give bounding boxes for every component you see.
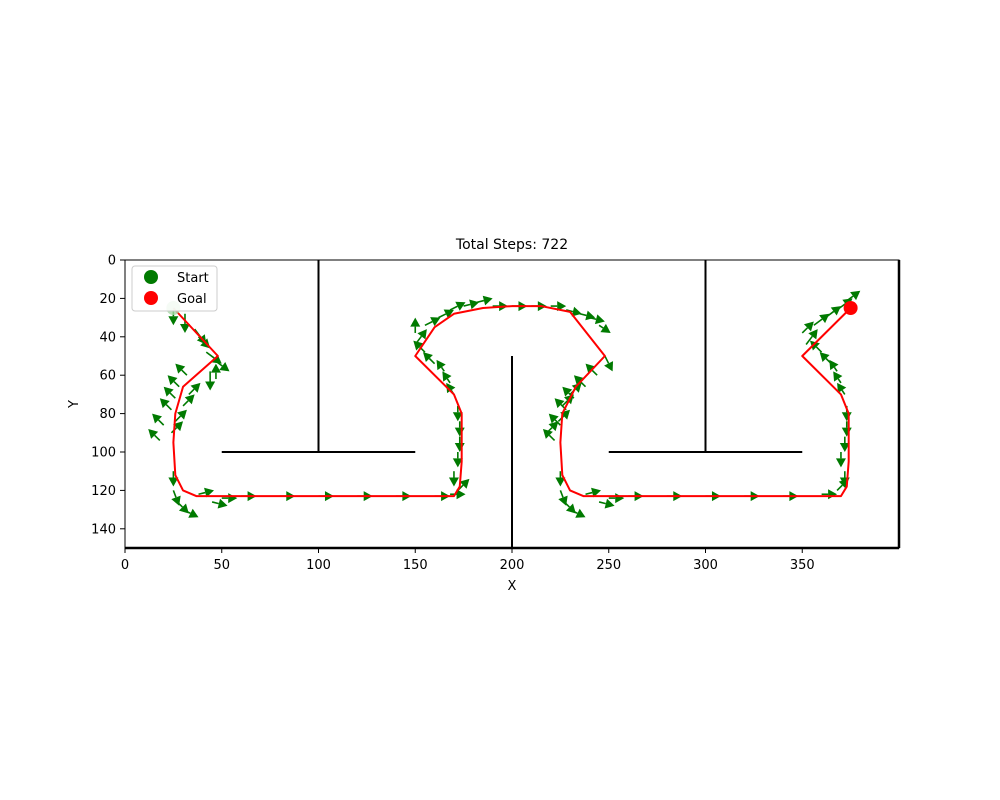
legend-goal-label: Goal	[177, 292, 207, 307]
arrow-48	[463, 299, 480, 310]
arrow-13	[148, 428, 161, 442]
arrow-47	[449, 301, 466, 311]
x-tick-label-1: 50	[213, 558, 230, 573]
arrow-43	[414, 329, 427, 345]
arrow-8	[175, 363, 188, 376]
arrow-9	[167, 375, 180, 388]
arrow-94	[801, 321, 814, 334]
x-tick-label-7: 350	[790, 558, 815, 573]
arrow-45	[424, 317, 441, 327]
arrow-18	[168, 471, 179, 487]
arrow-37	[452, 405, 463, 422]
x-tick-label-0: 0	[121, 558, 129, 573]
arrow-11	[159, 398, 173, 411]
x-tick-label-3: 150	[403, 558, 428, 573]
arrow-89	[833, 371, 843, 384]
arrow-98	[844, 290, 861, 303]
x-axis-ticks: 0 50 100 150 200 250 300 350	[121, 548, 815, 573]
arrow-6	[210, 363, 221, 380]
x-tick-label-2: 100	[306, 558, 331, 573]
arrow-1	[179, 313, 190, 333]
legend-start-marker	[144, 270, 158, 284]
y-tick-label-5: 100	[91, 446, 116, 461]
arrow-5	[205, 371, 216, 391]
arrow-88	[837, 382, 847, 395]
legend-start-label: Start	[177, 271, 209, 286]
arrow-2	[205, 351, 222, 364]
legend-goal-marker	[144, 291, 158, 305]
path-line	[172, 305, 852, 498]
arrow-34	[452, 452, 463, 468]
arrow-49	[476, 295, 493, 306]
maze-walls	[221, 260, 803, 548]
arrow-93	[805, 329, 818, 345]
y-tick-label-0: 0	[108, 254, 116, 269]
y-tick-label-4: 80	[99, 407, 116, 422]
x-tick-label-5: 250	[596, 558, 621, 573]
arrow-73	[585, 487, 602, 498]
arrow-39	[442, 371, 452, 384]
arrow-10	[163, 386, 176, 399]
arrow-65	[546, 421, 559, 434]
arrow-46	[438, 309, 454, 319]
arrow-56	[589, 314, 605, 325]
arrow-41	[422, 352, 436, 365]
arrow-15	[174, 409, 187, 422]
arrow-17	[188, 382, 201, 395]
arrow-72	[569, 508, 586, 518]
arrow-84	[835, 452, 846, 468]
arrow-64	[542, 428, 556, 442]
arrow-74	[598, 498, 615, 509]
arrow-21	[182, 508, 199, 518]
arrow-85	[839, 436, 850, 452]
y-tick-label-1: 20	[99, 292, 116, 307]
y-tick-label-7: 140	[91, 522, 116, 537]
y-axis-ticks: 0 20 40 60 80 100 120 140	[91, 254, 125, 537]
x-axis-label: X	[508, 579, 517, 594]
arrow-53	[550, 301, 567, 312]
arrow-59	[585, 363, 598, 376]
arrow-23	[211, 498, 228, 509]
chart-title: Total Steps: 722	[455, 237, 568, 253]
y-axis-label: Y	[67, 400, 82, 409]
y-tick-label-3: 60	[99, 369, 116, 384]
legend: Start Goal	[131, 265, 218, 312]
y-tick-label-2: 40	[99, 330, 116, 345]
arrow-22	[198, 487, 215, 498]
arrow-69	[555, 471, 566, 487]
arrow-44	[410, 317, 421, 333]
arrow-90	[829, 359, 839, 372]
arrow-4	[213, 359, 230, 372]
x-tick-label-6: 300	[693, 558, 718, 573]
y-tick-label-6: 120	[91, 484, 116, 499]
arrow-92	[809, 340, 823, 353]
arrow-16	[182, 394, 195, 407]
arrow-12	[152, 413, 165, 426]
arrow-33	[448, 471, 459, 487]
arrow-40	[436, 359, 446, 372]
goal-marker	[843, 301, 858, 315]
arrow-91	[819, 352, 832, 365]
x-tick-label-4: 200	[500, 558, 525, 573]
solution-path	[172, 305, 852, 498]
arrow-58	[604, 355, 614, 372]
arrow-57	[598, 323, 611, 333]
